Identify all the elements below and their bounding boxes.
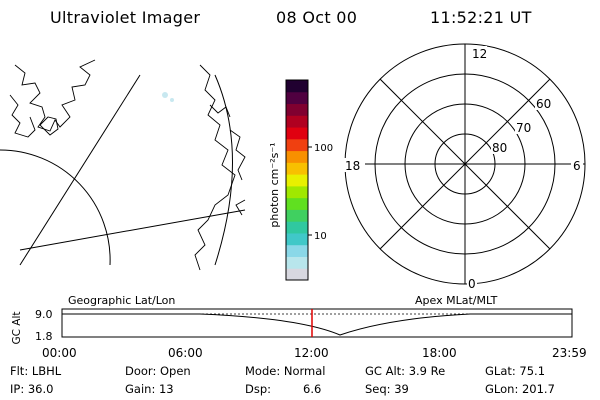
coastline — [209, 104, 231, 118]
colorbar-cell — [286, 80, 308, 93]
x-tick-2359: 23:59 — [552, 346, 587, 360]
dsp-label: Dsp: — [245, 382, 272, 396]
colorbar-label: photon cm⁻²s⁻¹ — [268, 142, 281, 227]
y-axis-label: GC Alt — [11, 311, 23, 344]
altitude-timeline: GC Alt 9.0 1.8 00:00 06:00 12:00 18:00 2… — [11, 308, 587, 360]
colorbar-cell — [286, 150, 308, 163]
gain-info: Gain: 13 — [125, 382, 174, 396]
colorbar-cell — [286, 138, 308, 152]
polar-mlat-mlt-plot: 12 18 6 0 60 70 80 — [343, 43, 586, 291]
mlt-label-12: 12 — [472, 47, 487, 61]
mlat-label-60: 60 — [536, 97, 551, 111]
x-tick-1200: 12:00 — [294, 346, 329, 360]
x-tick-0000: 00:00 — [42, 346, 77, 360]
observation-date: 08 Oct 00 — [276, 8, 358, 27]
altitude-curve — [62, 313, 572, 336]
colorbar-cell — [286, 91, 308, 105]
coastline — [9, 94, 36, 138]
y-tick-1-8: 1.8 — [35, 330, 53, 343]
colorbar-tick-100: 100 — [314, 143, 333, 154]
aurora-speck — [170, 98, 174, 102]
mlat-label-70: 70 — [516, 121, 531, 135]
timeline-right-title: Apex MLat/MLT — [415, 294, 498, 307]
aurora-speck — [162, 92, 168, 98]
coastline — [14, 59, 96, 132]
mlt-label-18: 18 — [345, 159, 360, 173]
gc-alt-info: GC Alt: 3.9 Re — [365, 364, 446, 378]
coastline — [229, 129, 246, 181]
geographic-map — [0, 59, 246, 271]
seq-info: Seq: 39 — [365, 382, 409, 396]
mode-info: Mode: Normal — [245, 364, 326, 378]
colorbar-cell — [286, 174, 308, 187]
x-tick-1800: 18:00 — [422, 346, 457, 360]
colorbar-cell — [286, 127, 308, 140]
x-tick-0600: 06:00 — [168, 346, 203, 360]
glat-info: GLat: 75.1 — [485, 364, 546, 378]
colorbar-cell — [286, 221, 308, 234]
instrument-title: Ultraviolet Imager — [50, 8, 201, 27]
y-tick-9: 9.0 — [35, 308, 53, 321]
latitude-arc — [214, 74, 233, 266]
mlt-label-6: 6 — [573, 159, 581, 173]
mlt-label-0: 0 — [468, 277, 476, 291]
colorbar-cell — [286, 162, 308, 175]
colorbar-cell — [286, 103, 308, 116]
colorbar-cell — [286, 185, 308, 199]
colorbar-cell — [286, 209, 308, 222]
timeline-left-title: Geographic Lat/Lon — [68, 294, 176, 307]
colorbar-cell — [286, 115, 308, 128]
meridian-line — [19, 74, 141, 266]
filter-info: Flt: LBHL — [10, 364, 62, 378]
color-bar: 100 10 photon cm⁻²s⁻¹ — [268, 79, 333, 281]
coastline — [235, 199, 246, 216]
mlat-label-80: 80 — [492, 141, 507, 155]
door-info: Door: Open — [125, 364, 191, 378]
coastline — [194, 64, 236, 271]
colorbar-cell — [286, 197, 308, 210]
colorbar-cell — [286, 268, 308, 281]
colorbar-tick-10: 10 — [314, 231, 327, 242]
glon-info: GLon: 201.7 — [485, 382, 555, 396]
meridian-line — [19, 209, 246, 251]
colorbar-cell — [286, 232, 308, 246]
dsp-value: 6.6 — [303, 382, 322, 396]
ip-info: IP: 36.0 — [10, 382, 54, 396]
observation-time: 11:52:21 UT — [430, 8, 532, 27]
colorbar-cell — [286, 244, 308, 257]
latitude-circle — [0, 149, 111, 266]
colorbar-cell — [286, 256, 308, 269]
coastline — [39, 116, 59, 136]
